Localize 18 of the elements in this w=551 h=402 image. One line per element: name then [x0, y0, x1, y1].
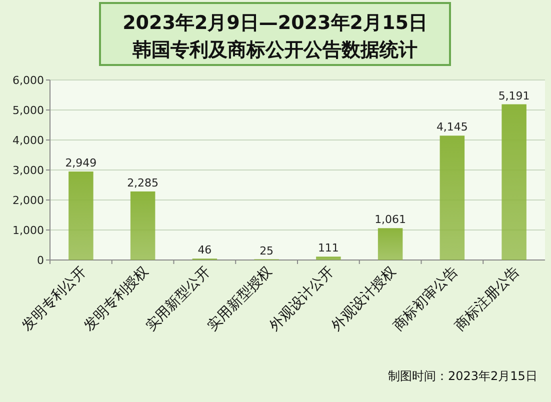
data-label: 111: [318, 242, 339, 255]
data-label: 46: [198, 244, 212, 257]
y-tick-label: 6,000: [12, 74, 44, 87]
y-tick-label: 5,000: [12, 104, 44, 117]
chart-title: 2023年2月9日—2023年2月15日: [122, 12, 428, 34]
data-label: 5,191: [498, 89, 530, 102]
y-tick-label: 4,000: [12, 134, 44, 147]
data-label: 2,285: [127, 176, 159, 190]
chart-subtitle: 韩国专利及商标公开公告数据统计: [132, 39, 418, 61]
y-tick-label: 3,000: [12, 164, 44, 177]
y-tick-label: 2,000: [12, 194, 44, 207]
data-label: 25: [260, 244, 274, 258]
text: 制图时间：2023年2月15日: [388, 369, 538, 383]
data-label: 4,145: [436, 120, 468, 134]
y-tick-label: 0: [37, 254, 44, 267]
y-tick-label: 1,000: [12, 224, 44, 237]
data-label: 2,949: [65, 156, 97, 170]
data-label: 1,061: [374, 213, 406, 226]
